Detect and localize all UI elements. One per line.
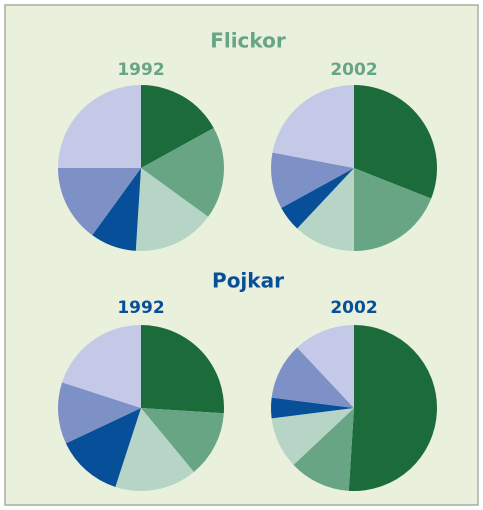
- pie-slice: [270, 152, 354, 208]
- pie-slice: [271, 408, 354, 465]
- pie-slice: [293, 408, 354, 491]
- pie-slice: [58, 168, 141, 236]
- pie-slice: [272, 85, 354, 168]
- group-heading: Pojkar: [212, 269, 284, 293]
- group-heading: Flickor: [210, 29, 286, 53]
- pie-slice: [62, 325, 141, 408]
- pie-slice: [281, 168, 354, 229]
- pie-slice: [92, 168, 141, 251]
- pie-slice: [115, 408, 194, 491]
- pie-slice: [354, 168, 432, 251]
- pie-slice: [354, 85, 437, 199]
- pie-title: 1992: [117, 60, 164, 80]
- pie-title: 2002: [330, 60, 377, 80]
- pie-title: 1992: [117, 298, 164, 318]
- pie-slice: [348, 325, 438, 491]
- pie-title: 2002: [330, 298, 377, 318]
- pie-slice: [141, 128, 224, 217]
- pie-slice: [58, 382, 141, 444]
- pie-slice: [141, 325, 224, 414]
- pie-slice: [297, 325, 354, 408]
- pie-slice: [141, 408, 224, 472]
- pie-slice: [65, 408, 141, 487]
- pie-slice: [141, 85, 214, 168]
- pie-slice: [270, 397, 354, 419]
- pie-slice: [135, 168, 209, 251]
- pie-slice: [271, 347, 354, 408]
- pie-slice: [297, 168, 354, 251]
- pie-slice: [58, 85, 141, 168]
